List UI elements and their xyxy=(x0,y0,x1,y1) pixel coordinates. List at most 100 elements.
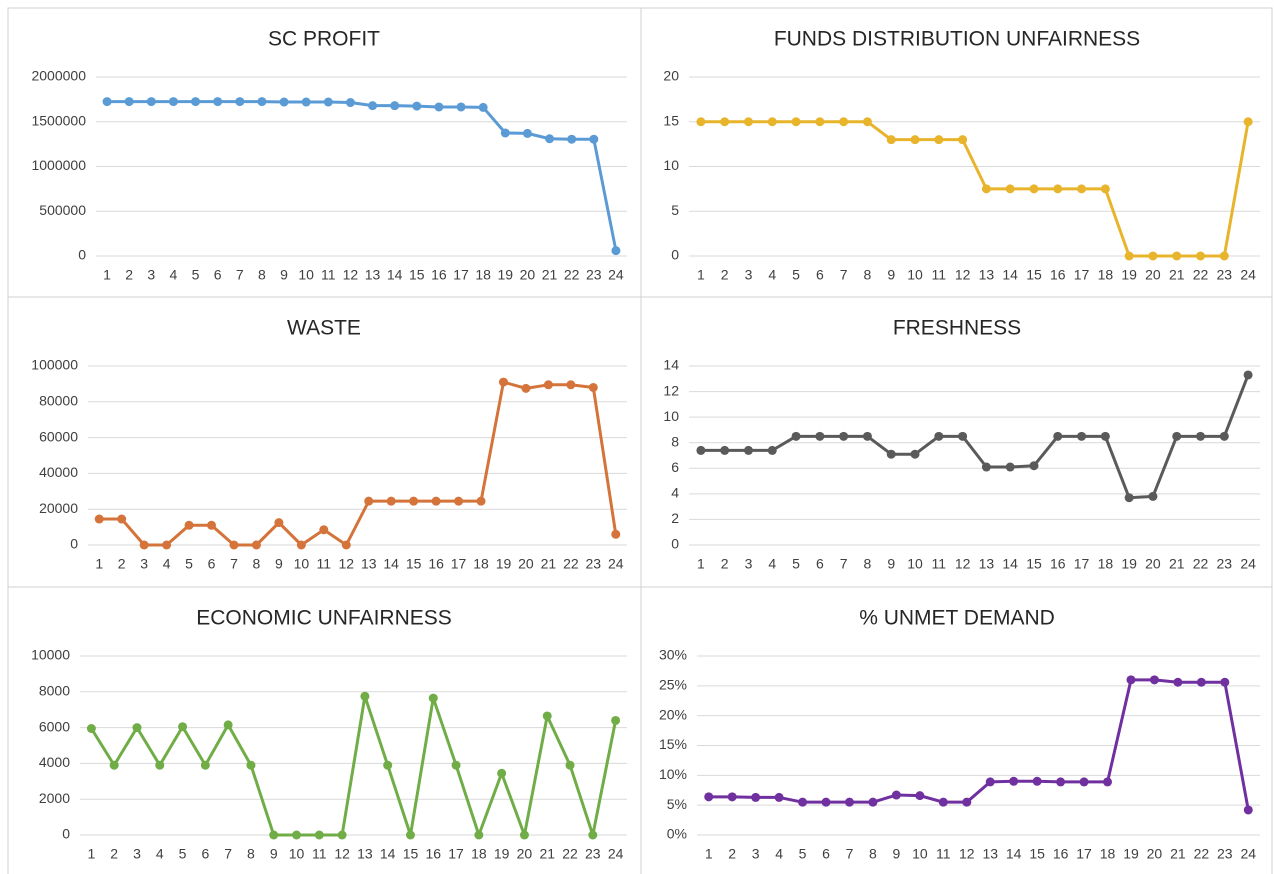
data-point xyxy=(611,715,621,725)
x-tick-label: 23 xyxy=(586,556,602,572)
x-tick-label: 4 xyxy=(156,846,164,862)
data-point xyxy=(364,496,374,506)
data-point xyxy=(985,777,995,787)
data-point xyxy=(1219,431,1229,441)
x-tick-label: 14 xyxy=(380,846,396,862)
y-tick-label: 25% xyxy=(659,677,687,693)
data-point xyxy=(386,496,396,506)
x-tick-label: 2 xyxy=(721,556,729,572)
x-tick-label: 12 xyxy=(955,267,971,283)
data-point xyxy=(1173,677,1183,687)
data-point xyxy=(383,760,393,770)
data-point xyxy=(611,529,621,539)
x-tick-label: 1 xyxy=(697,267,705,283)
data-point xyxy=(938,797,948,807)
x-tick-label: 13 xyxy=(979,267,995,283)
data-point xyxy=(498,377,508,387)
x-tick-label: 18 xyxy=(1098,267,1114,283)
data-point xyxy=(958,135,968,145)
x-tick-label: 14 xyxy=(1002,556,1018,572)
frame xyxy=(7,7,1273,874)
x-tick-label: 24 xyxy=(1240,846,1256,862)
x-tick-label: 5 xyxy=(792,267,800,283)
x-tick-label: 10 xyxy=(907,267,923,283)
x-tick-label: 8 xyxy=(864,267,872,283)
y-tick-label: 0% xyxy=(667,826,687,842)
x-tick-label: 17 xyxy=(1074,267,1090,283)
data-point xyxy=(934,431,944,441)
data-point xyxy=(1219,251,1229,261)
x-tick-label: 20 xyxy=(1145,556,1161,572)
data-point xyxy=(1029,184,1039,194)
data-point xyxy=(1009,776,1019,786)
data-point xyxy=(178,722,188,732)
x-tick-label: 22 xyxy=(563,556,579,572)
x-tick-label: 5 xyxy=(185,556,193,572)
data-point xyxy=(958,431,968,441)
data-line xyxy=(90,694,618,837)
data-point xyxy=(213,97,223,107)
data-point xyxy=(1172,251,1182,261)
x-tick-label: 13 xyxy=(365,267,381,283)
x-tick-label: 16 xyxy=(425,846,441,862)
data-point xyxy=(292,830,302,840)
data-point xyxy=(102,97,112,107)
y-tick-label: 2000000 xyxy=(31,68,86,84)
y-tick-label: 0 xyxy=(671,247,679,263)
y-tick-label: 500000 xyxy=(39,202,86,218)
data-point xyxy=(1005,184,1015,194)
data-point xyxy=(791,431,801,441)
data-point xyxy=(1243,117,1253,127)
data-point xyxy=(1126,675,1136,685)
x-tick-label: 4 xyxy=(775,846,783,862)
data-point xyxy=(743,117,753,127)
x-tick-label: 11 xyxy=(932,267,947,283)
data-point xyxy=(767,445,777,455)
data-point xyxy=(454,496,464,506)
data-point xyxy=(301,97,311,107)
data-point xyxy=(791,117,801,127)
data-point xyxy=(405,830,415,840)
data-point xyxy=(720,445,730,455)
y-tick-label: 0 xyxy=(78,247,86,263)
data-point xyxy=(767,117,777,127)
chart-title: FRESHNESS xyxy=(893,317,1021,340)
data-point xyxy=(191,97,201,107)
x-tick-label: 21 xyxy=(1169,556,1185,572)
y-tick-label: 15 xyxy=(663,112,679,128)
y-tick-label: 8 xyxy=(671,433,679,449)
data-point xyxy=(934,135,944,145)
x-tick-label: 16 xyxy=(431,267,447,283)
data-point xyxy=(1196,431,1206,441)
x-tick-label: 18 xyxy=(475,267,491,283)
y-tick-label: 1500000 xyxy=(31,112,86,128)
data-point xyxy=(500,128,510,138)
data-point xyxy=(251,540,261,550)
x-tick-label: 3 xyxy=(752,846,760,862)
x-tick-label: 1 xyxy=(87,846,95,862)
data-point xyxy=(1053,184,1063,194)
data-point xyxy=(910,135,920,145)
data-point xyxy=(542,711,552,721)
chart-title: % UNMET DEMAND xyxy=(859,607,1055,630)
x-tick-label: 2 xyxy=(125,267,133,283)
x-tick-label: 14 xyxy=(387,267,403,283)
data-point xyxy=(368,101,378,111)
x-tick-label: 23 xyxy=(586,267,602,283)
y-tick-label: 20000 xyxy=(39,500,78,516)
data-point xyxy=(434,102,444,112)
x-tick-label: 23 xyxy=(1217,556,1233,572)
data-point xyxy=(474,830,484,840)
x-tick-label: 10 xyxy=(912,846,928,862)
y-tick-label: 20% xyxy=(659,706,687,722)
data-point xyxy=(235,97,245,107)
x-tick-label: 4 xyxy=(170,267,178,283)
x-tick-label: 1 xyxy=(697,556,705,572)
x-tick-label: 8 xyxy=(253,556,261,572)
x-tick-label: 22 xyxy=(564,267,580,283)
data-point xyxy=(981,184,991,194)
data-point xyxy=(565,760,575,770)
data-point xyxy=(521,383,531,393)
data-point xyxy=(1243,805,1253,815)
y-tick-label: 20 xyxy=(663,68,679,84)
